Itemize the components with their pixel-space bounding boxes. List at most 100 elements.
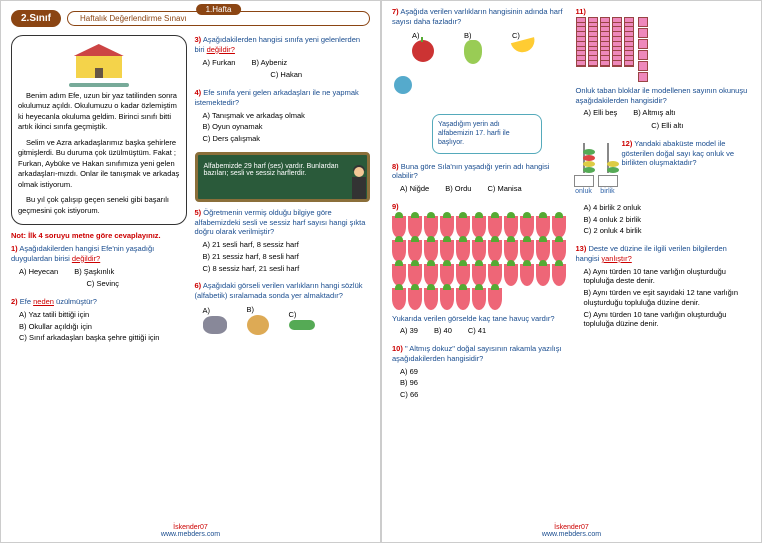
carrot-icon (392, 216, 406, 238)
q13-a: A) Aynı türden 10 tane varlığın oluşturd… (584, 267, 752, 287)
q7-c: C) (512, 31, 520, 40)
q1: 1) Aşağıdakilerden hangisi Efe'nin yaşad… (11, 244, 187, 289)
carrot-icon (488, 264, 502, 286)
q12-b: B) 4 onluk 2 birlik (584, 215, 752, 225)
teacher-icon (347, 165, 371, 205)
q5-a: A) 21 sesli harf, 8 sessiz harf (203, 240, 371, 250)
carrot-icon (520, 216, 534, 238)
elephant-icon (203, 316, 227, 334)
q2-num: 2) (11, 297, 18, 306)
q1-b: B) Şaşkınlık (74, 267, 114, 277)
q9-a: A) 39 (400, 326, 418, 336)
q12-a: A) 4 birlik 2 onluk (584, 203, 752, 213)
carrot-icon (520, 264, 534, 286)
onluk-label: onluk (575, 187, 592, 196)
author: İskender07 (1, 524, 380, 531)
q11-num: 11) (576, 7, 586, 16)
week-label: 1.Hafta (196, 4, 242, 15)
q3-num: 3) (195, 35, 202, 44)
carrot-icon (552, 264, 566, 286)
carrot-icon (440, 216, 454, 238)
q13-num: 13) (576, 244, 587, 253)
page-left: 2.Sınıf Haftalık Değerlendirme Sınavı 1.… (0, 0, 381, 543)
footer-right: İskender07 www.mebders.com (382, 524, 761, 538)
carrot-icon (424, 264, 438, 286)
carrot-icon (456, 240, 470, 262)
q8-b: B) Ordu (445, 184, 471, 194)
q13-u: yanlıştır? (601, 254, 631, 263)
exam-title: Haftalık Değerlendirme Sınavı (80, 14, 187, 23)
chalkboard: Alfabemizde 29 harf (ses) vardır. Bunlar… (195, 152, 371, 202)
carrot-icon (504, 240, 518, 262)
q10-num: 10) (392, 344, 403, 353)
carrot-icon (408, 240, 422, 262)
col-4: 11) Onluk taban bloklar ile modellenen s… (576, 7, 752, 517)
q10-a: A) 69 (400, 367, 568, 377)
q4-a: A) Tanışmak ve arkadaş olmak (203, 111, 371, 121)
q6-a: A) (203, 306, 211, 315)
carrot-icon (472, 264, 486, 286)
col-1: Benim adım Efe, uzun bir yaz tatilinden … (11, 35, 187, 515)
q4-c: C) Ders çalışmak (203, 134, 371, 144)
q11-a: A) Elli beş (584, 108, 618, 118)
blocks-icon (576, 17, 752, 82)
q9-text: Yukarıda verilen görselde kaç tane havuç… (392, 314, 555, 323)
q6-c: C) (289, 310, 297, 319)
kid-globe-icon (392, 74, 428, 114)
q13-b: B) Aynı türden ve eşit sayıdaki 12 tane … (584, 288, 752, 308)
q3-u: değildir? (207, 45, 235, 54)
q12-num: 12) (622, 139, 633, 148)
carrot-icon (552, 240, 566, 262)
q1-u: değildir? (72, 254, 100, 263)
carrot-icon (424, 288, 438, 310)
q11-b: B) Altmış altı (633, 108, 675, 118)
carrot-icon (424, 216, 438, 238)
author-r: İskender07 (382, 524, 761, 531)
pear-icon (464, 40, 482, 64)
story-box: Benim adım Efe, uzun bir yaz tatilinden … (11, 35, 187, 225)
q2-u: neden (33, 297, 54, 306)
q1-a: A) Heyecan (19, 267, 58, 277)
q12-text: Yandaki abaküste model ile gösterilen do… (622, 139, 735, 168)
carrot-icon (456, 216, 470, 238)
carrot-icon (552, 216, 566, 238)
q10: 10) " Altmış dokuz" doğal sayısının raka… (392, 344, 568, 400)
carrot-icon (408, 264, 422, 286)
title-oval: Haftalık Değerlendirme Sınavı 1.Hafta (67, 11, 370, 26)
q4-num: 4) (195, 88, 202, 97)
apple-icon (412, 40, 434, 62)
q3: 3) Aşağıdakilerden hangisi sınıfa yeni g… (195, 35, 371, 80)
q12-c: C) 2 onluk 4 birlik (584, 226, 752, 236)
header: 2.Sınıf Haftalık Değerlendirme Sınavı 1.… (11, 7, 370, 29)
q6: 6) Aşağıdaki görseli verilen varlıkların… (195, 281, 371, 334)
carrot-icon (504, 264, 518, 286)
q3-c: C) Hakan (203, 70, 371, 80)
q7: 7) Aşağıda verilen varlıkların hangisini… (392, 7, 568, 64)
birlik-label: birlik (600, 187, 614, 196)
carrot-icon (456, 264, 470, 286)
school-image (18, 44, 180, 87)
carrot-icon (392, 288, 406, 310)
q11: 11) Onluk taban bloklar ile modellenen s… (576, 7, 752, 131)
q6-text: Aşağıdaki görseli verilen varlıkların ha… (195, 281, 363, 300)
q5-c: C) 8 sessiz harf, 21 sesli harf (203, 264, 371, 274)
lion-icon (247, 315, 269, 335)
q5: 5) Öğretmenin vermiş olduğu bilgiye göre… (195, 208, 371, 274)
carrot-icon (424, 240, 438, 262)
q5-b: B) 21 sessiz harf, 8 sesli harf (203, 252, 371, 262)
carrot-icon (408, 288, 422, 310)
q5-num: 5) (195, 208, 202, 217)
q1-num: 1) (11, 244, 18, 253)
q4-text: Efe sınıfa yeni gelen arkadaşları ile ne… (195, 88, 359, 107)
q7-a: A) (412, 31, 420, 40)
carrot-icon (440, 240, 454, 262)
col-2: 3) Aşağıdakilerden hangisi sınıfa yeni g… (195, 35, 371, 515)
story-p2: Selim ve Azra arkadaşlarımız başka şehir… (18, 138, 180, 191)
q7-b: B) (464, 31, 472, 40)
q3-a: A) Furkan (203, 58, 236, 68)
q7-num: 7) (392, 7, 399, 16)
q4: 4) Efe sınıfa yeni gelen arkadaşları ile… (195, 88, 371, 144)
q2-t2: üzülmüştür? (54, 297, 97, 306)
q11-c: C) Elli altı (584, 121, 752, 131)
carrot-icon (536, 264, 550, 286)
